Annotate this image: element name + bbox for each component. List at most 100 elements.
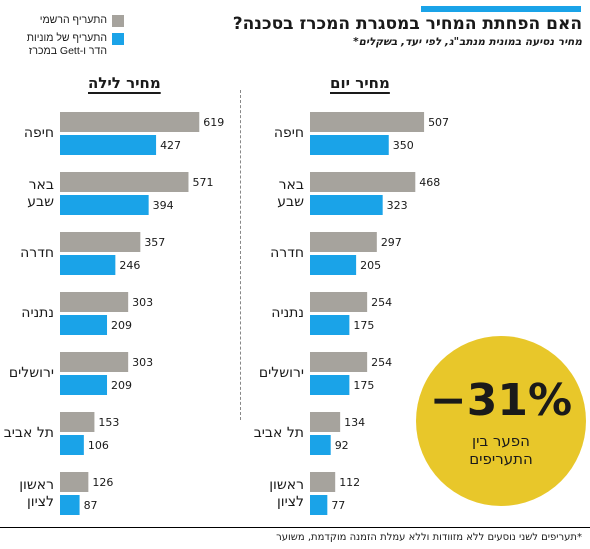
legend-swatch-official [112, 15, 124, 27]
bar-day-official-1 [310, 172, 416, 192]
value-label-day-official-2: 297 [381, 236, 402, 249]
bar-day-gett-2 [310, 255, 357, 275]
value-label-night-gett-0: 427 [160, 139, 181, 152]
category-label-line: חיפה [23, 125, 54, 141]
value-label-day-gett-2: 205 [360, 259, 381, 272]
category-label-line: ראשון [269, 476, 304, 493]
value-label-night-official-2: 357 [144, 236, 165, 249]
value-label-day-official-4: 254 [371, 356, 392, 369]
category-label-line: ירושלים [8, 365, 54, 381]
category-label-night-3: נתניה [0, 305, 54, 322]
bar-night-gett-1 [60, 195, 149, 215]
value-label-night-gett-2: 246 [119, 259, 140, 272]
bar-night-official-1 [60, 172, 189, 192]
panel-divider [240, 90, 241, 420]
bar-night-gett-2 [60, 255, 116, 275]
legend-item-gett: התעריף של מוניות הדר ו-Gett במכרז [6, 32, 124, 58]
value-label-night-gett-6: 87 [84, 499, 98, 512]
bar-day-official-0 [310, 112, 425, 132]
badge-text-line1: הפער בין [472, 432, 530, 450]
bar-night-gett-5 [60, 435, 84, 455]
category-label-day-2: חדרה [244, 245, 304, 262]
bar-day-gett-4 [310, 375, 350, 395]
value-label-day-official-6: 112 [339, 476, 360, 489]
category-label-line: לציון [26, 493, 54, 510]
value-label-day-official-0: 507 [428, 116, 449, 129]
category-label-line: שבע [277, 193, 304, 210]
value-label-night-gett-1: 394 [153, 199, 174, 212]
bar-day-gett-1 [310, 195, 383, 215]
legend-label-official: התעריף הרשמי [39, 14, 107, 26]
panel-title-night: מחיר לילה [88, 74, 161, 92]
legend-label-gett-line2: הדר ו-Gett במכרז [28, 45, 107, 57]
badge-text: הפער בין התעריפים [416, 432, 586, 468]
legend-item-official: התעריף הרשמי [6, 14, 124, 27]
category-label-line: נתניה [21, 305, 54, 321]
value-label-day-official-3: 254 [371, 296, 392, 309]
category-label-day-1: באר שבע [244, 177, 304, 211]
category-label-line: תל אביב [253, 425, 304, 441]
bar-day-gett-3 [310, 315, 350, 335]
category-label-line: נתניה [271, 305, 304, 321]
category-label-day-5: תל אביב [244, 425, 304, 442]
badge-value: −31% [429, 375, 573, 426]
value-label-day-gett-4: 175 [353, 379, 374, 392]
category-label-line: חדרה [270, 245, 304, 261]
value-label-night-official-1: 571 [192, 176, 213, 189]
value-label-night-official-0: 619 [203, 116, 224, 129]
category-label-line: חיפה [273, 125, 304, 141]
value-label-night-official-6: 126 [92, 476, 113, 489]
category-label-night-5: תל אביב [0, 425, 54, 442]
bar-night-official-4 [60, 352, 129, 372]
legend-swatch-gett [112, 33, 124, 45]
category-label-day-6: ראשון לציון [244, 477, 304, 511]
value-label-day-gett-0: 350 [393, 139, 414, 152]
category-label-line: לציון [276, 493, 304, 510]
value-label-day-gett-3: 175 [353, 319, 374, 332]
badge-text-line2: התעריפים [469, 450, 533, 468]
value-label-night-gett-3: 209 [111, 319, 132, 332]
category-label-day-0: חיפה [244, 125, 304, 142]
legend-label-gett-line1: התעריף של מוניות [26, 32, 107, 44]
category-label-line: באר [28, 176, 54, 193]
legend-label-gett: התעריף של מוניות הדר ו-Gett במכרז [27, 32, 107, 58]
category-label-night-1: באר שבע [0, 177, 54, 211]
category-label-day-4: ירושלים [244, 365, 304, 382]
value-label-day-official-1: 468 [419, 176, 440, 189]
value-label-night-official-4: 303 [132, 356, 153, 369]
bar-day-official-6 [310, 472, 336, 492]
legend: התעריף הרשמי התעריף של מוניות הדר ו-Gett… [6, 14, 124, 63]
bar-night-official-0 [60, 112, 200, 132]
category-label-line: חדרה [20, 245, 54, 261]
value-label-night-official-3: 303 [132, 296, 153, 309]
bar-day-gett-6 [310, 495, 328, 515]
bar-night-gett-4 [60, 375, 108, 395]
value-label-night-gett-4: 209 [111, 379, 132, 392]
footer-rule [0, 527, 590, 528]
bar-day-official-4 [310, 352, 368, 372]
category-label-line: ירושלים [258, 365, 304, 381]
bar-day-gett-0 [310, 135, 389, 155]
category-label-night-0: חיפה [0, 125, 54, 142]
value-label-night-official-5: 153 [98, 416, 119, 429]
bar-day-official-2 [310, 232, 377, 252]
bar-night-official-3 [60, 292, 129, 312]
category-label-night-4: ירושלים [0, 365, 54, 382]
chart-title: האם הפחתת המחיר במסגרת המכרז בסכנה? [232, 14, 582, 34]
footnote: *תעריפים לשני נוסעים ללא מזוודות וללא עמ… [276, 532, 582, 543]
bar-day-official-3 [310, 292, 368, 312]
bar-day-official-5 [310, 412, 341, 432]
bar-night-official-6 [60, 472, 89, 492]
bar-night-gett-6 [60, 495, 80, 515]
value-label-day-official-5: 134 [344, 416, 365, 429]
chart-subtitle: מחיר נסיעה במונית מנתב"ג, לפי יעד, בשקלי… [353, 36, 582, 48]
difference-badge [416, 336, 586, 506]
panel-title-day: מחיר יום [330, 74, 390, 92]
category-label-line: באר [278, 176, 304, 193]
value-label-night-gett-5: 106 [88, 439, 109, 452]
category-label-day-3: נתניה [244, 305, 304, 322]
accent-bar [421, 6, 581, 12]
bar-night-official-5 [60, 412, 95, 432]
category-label-night-2: חדרה [0, 245, 54, 262]
